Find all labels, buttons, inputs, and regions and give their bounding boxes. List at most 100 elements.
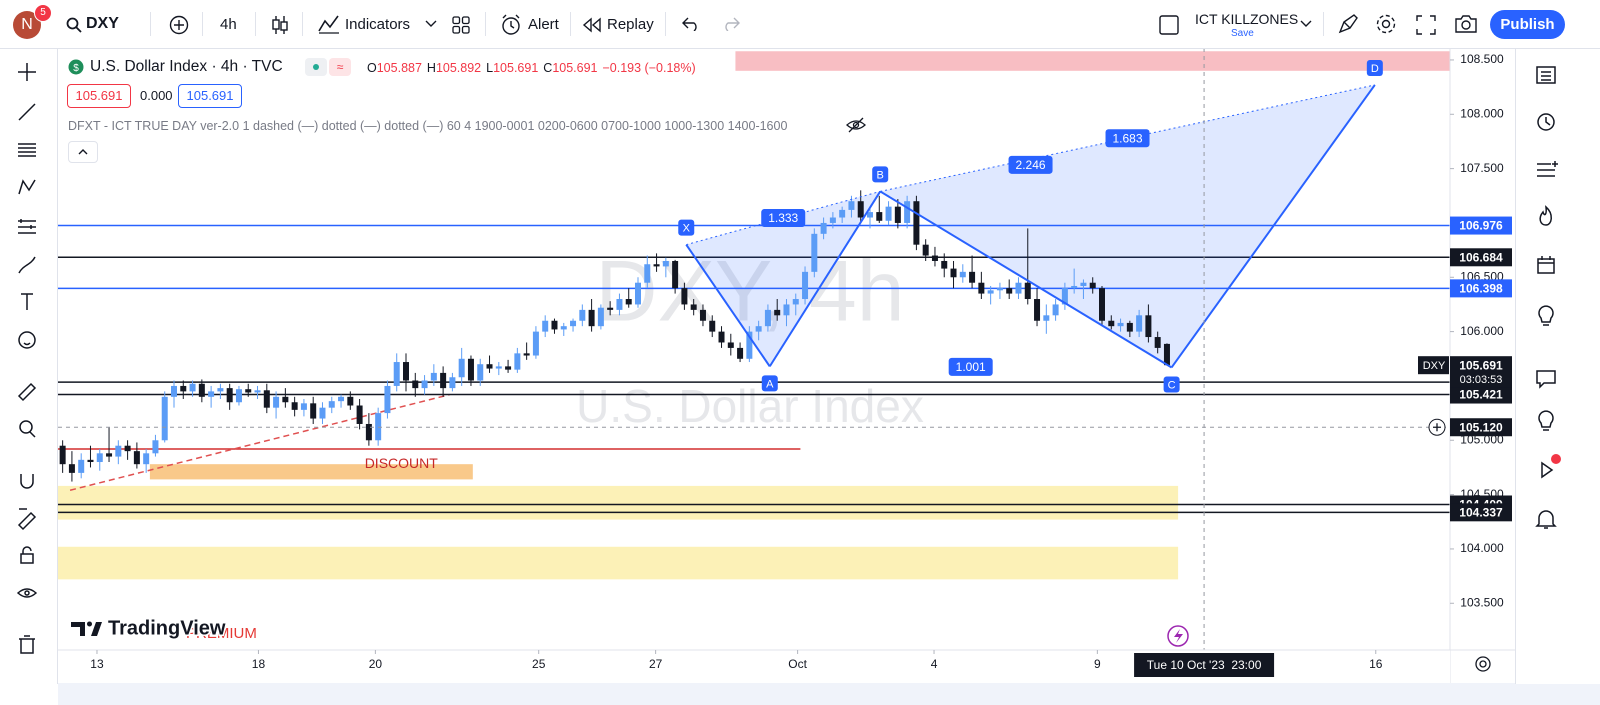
tool-icon[interactable] bbox=[19, 420, 36, 438]
tool-icon[interactable] bbox=[18, 143, 36, 157]
interval[interactable]: 4h bbox=[220, 16, 237, 33]
chevron[interactable] bbox=[425, 20, 437, 28]
tool-icon[interactable] bbox=[1536, 370, 1556, 389]
tool-icon[interactable] bbox=[1535, 510, 1557, 529]
tool-icon[interactable] bbox=[1538, 410, 1554, 431]
candle-body bbox=[143, 453, 150, 465]
settings-icon[interactable] bbox=[1375, 13, 1397, 35]
templates-icon[interactable] bbox=[452, 16, 470, 34]
candle-body bbox=[987, 290, 994, 294]
tool-icon[interactable] bbox=[18, 219, 36, 234]
candle-body bbox=[941, 260, 948, 269]
candle-body bbox=[783, 304, 790, 316]
collapse-icon bbox=[78, 149, 88, 155]
separator bbox=[302, 12, 303, 36]
undo-icon[interactable] bbox=[682, 17, 700, 31]
candle-body bbox=[699, 309, 706, 321]
x-tick-label: 18 bbox=[252, 657, 266, 671]
candle-body bbox=[1015, 282, 1022, 294]
chart-type-icon[interactable] bbox=[270, 14, 290, 36]
ohlc-key: H bbox=[426, 61, 436, 75]
candle-body bbox=[1071, 285, 1078, 289]
fullscreen-icon[interactable] bbox=[1416, 15, 1436, 35]
replay-icon[interactable] bbox=[582, 17, 602, 33]
tool-icon[interactable] bbox=[19, 635, 35, 654]
symbol-logo: $ bbox=[68, 59, 84, 75]
candle-body bbox=[1126, 322, 1133, 332]
candle-body bbox=[904, 201, 911, 223]
candle-body bbox=[811, 233, 818, 272]
x-tick-label: 13 bbox=[90, 657, 104, 671]
tool-icon[interactable] bbox=[18, 179, 36, 195]
ohlc-key: L bbox=[486, 61, 494, 75]
candle-body bbox=[727, 342, 734, 348]
chevron[interactable] bbox=[1300, 20, 1312, 28]
status-chip: ≈ bbox=[329, 58, 351, 76]
search-icon[interactable] bbox=[66, 17, 82, 33]
candle-body bbox=[857, 201, 864, 218]
publish-button[interactable]: Publish bbox=[1490, 10, 1565, 39]
tool-icon[interactable] bbox=[16, 588, 38, 598]
pattern-fill bbox=[880, 84, 1375, 368]
crosshair-time: Tue 10 Oct '23 23:00 bbox=[1147, 658, 1262, 672]
ohlc-key: C bbox=[543, 61, 553, 75]
layout-checkbox[interactable] bbox=[1159, 15, 1179, 35]
tool-icon[interactable] bbox=[21, 293, 33, 310]
x-tick-label: 25 bbox=[532, 657, 546, 671]
level-label-box bbox=[1450, 216, 1512, 235]
tool-icon[interactable] bbox=[17, 508, 37, 531]
alert-icon[interactable] bbox=[500, 14, 522, 36]
add-symbol-icon[interactable] bbox=[169, 15, 189, 35]
tool-icon[interactable] bbox=[20, 546, 34, 564]
tool-icon[interactable] bbox=[20, 474, 34, 489]
level-label: 106.976 bbox=[1459, 219, 1503, 233]
symbol[interactable]: DXY bbox=[86, 15, 119, 32]
pen-icon[interactable] bbox=[1337, 13, 1359, 35]
candle-body bbox=[885, 206, 892, 221]
point-box bbox=[872, 166, 889, 183]
point-box bbox=[761, 375, 778, 392]
ask-box: 105.691 bbox=[178, 84, 242, 108]
candle-body bbox=[449, 377, 456, 389]
tool-icon[interactable] bbox=[18, 331, 36, 349]
tool-icon[interactable] bbox=[1539, 205, 1552, 226]
save-status[interactable]: Save bbox=[1231, 28, 1254, 39]
alert-button[interactable]: Alert bbox=[528, 16, 559, 33]
tool-icon[interactable] bbox=[17, 382, 37, 402]
tool-icon[interactable] bbox=[1541, 461, 1554, 479]
last-price-box bbox=[1450, 356, 1512, 388]
tool-icon[interactable] bbox=[18, 256, 36, 274]
tool-icon[interactable] bbox=[1538, 305, 1554, 326]
candle-body bbox=[254, 390, 261, 393]
tool-icon[interactable] bbox=[1537, 113, 1555, 131]
candle-body bbox=[894, 206, 901, 223]
legend-title: U.S. Dollar Index · 4h · TVC bbox=[90, 58, 283, 75]
tool-icon[interactable] bbox=[18, 103, 36, 121]
hide-icon[interactable] bbox=[846, 117, 866, 133]
tool-icon[interactable] bbox=[1537, 256, 1555, 274]
candle-body bbox=[403, 362, 409, 381]
candle-body bbox=[96, 453, 103, 463]
tool-icon[interactable] bbox=[18, 63, 36, 81]
tool-icon[interactable] bbox=[1537, 161, 1558, 177]
collapse-button[interactable] bbox=[68, 141, 98, 163]
candle-body bbox=[969, 271, 976, 283]
replay-button[interactable]: Replay bbox=[607, 16, 654, 33]
candle-body bbox=[848, 201, 855, 210]
candle-body bbox=[867, 212, 873, 218]
candle-body bbox=[273, 396, 280, 408]
axis-settings-icon[interactable] bbox=[1475, 656, 1491, 672]
snapshot-icon[interactable] bbox=[1454, 14, 1478, 34]
pattern-fill bbox=[686, 191, 881, 367]
candle-body bbox=[430, 372, 437, 381]
candle-body bbox=[412, 380, 419, 389]
tool-icon[interactable] bbox=[1536, 66, 1556, 84]
indicators-icon[interactable] bbox=[318, 14, 340, 34]
indicators-button[interactable]: Indicators bbox=[345, 16, 411, 33]
candle-body bbox=[291, 402, 298, 410]
y-tick-label: 108.500 bbox=[1460, 52, 1504, 66]
redo-icon[interactable] bbox=[722, 17, 740, 31]
layout-name[interactable]: ICT KILLZONES bbox=[1195, 11, 1299, 27]
candle-body bbox=[635, 282, 641, 305]
candle-body bbox=[347, 396, 354, 406]
